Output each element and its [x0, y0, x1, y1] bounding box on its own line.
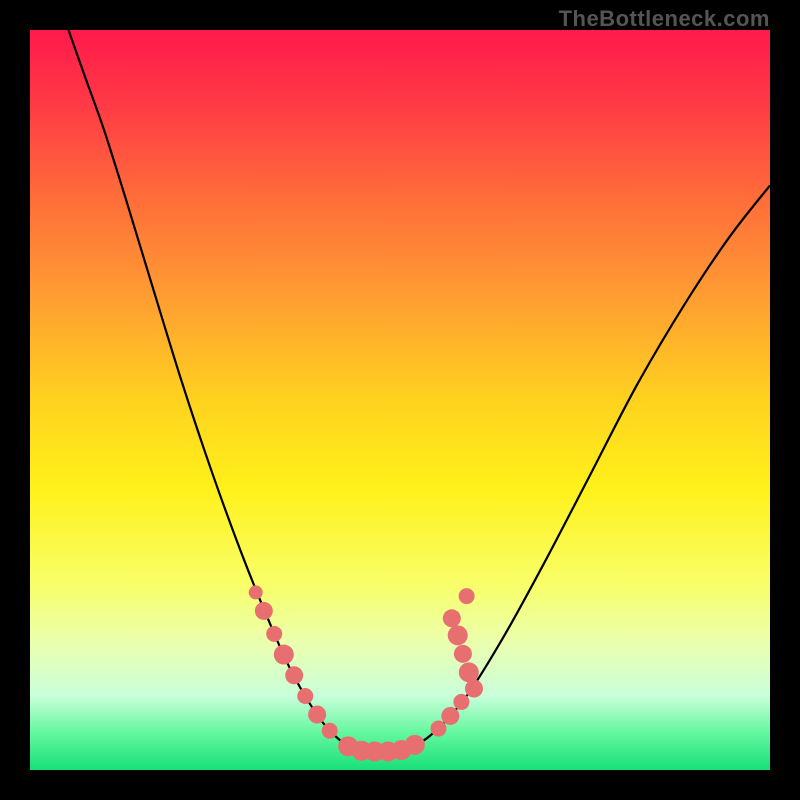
data-marker [405, 735, 425, 755]
plot-area [30, 30, 770, 770]
data-marker [454, 645, 472, 663]
data-marker [453, 694, 469, 710]
data-marker [459, 662, 479, 682]
data-marker [285, 666, 303, 684]
data-marker [465, 680, 483, 698]
data-marker [430, 721, 446, 737]
data-marker [448, 625, 468, 645]
data-marker [249, 585, 263, 599]
data-marker [459, 588, 475, 604]
bottleneck-curve [30, 30, 770, 770]
data-marker [443, 609, 461, 627]
data-marker [308, 706, 326, 724]
data-marker [322, 723, 338, 739]
data-marker [255, 602, 273, 620]
data-marker [297, 688, 313, 704]
data-marker [441, 707, 459, 725]
data-marker [274, 645, 294, 665]
data-marker [266, 626, 282, 642]
watermark-text: TheBottleneck.com [559, 6, 770, 32]
